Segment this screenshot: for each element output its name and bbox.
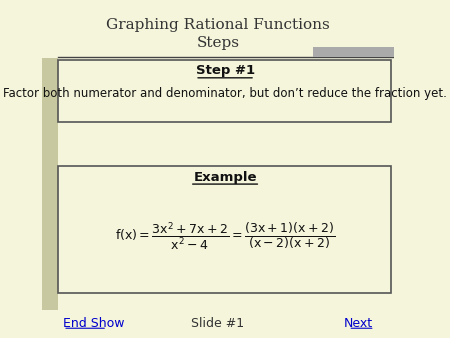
Text: Example: Example	[194, 171, 257, 184]
Text: Next: Next	[344, 317, 373, 330]
FancyBboxPatch shape	[58, 166, 391, 293]
Text: Factor both numerator and denominator, but don’t reduce the fraction yet.: Factor both numerator and denominator, b…	[3, 87, 447, 100]
FancyBboxPatch shape	[42, 58, 58, 310]
Text: Graphing Rational Functions: Graphing Rational Functions	[106, 18, 330, 32]
Text: Step #1: Step #1	[195, 64, 255, 77]
Text: End Show: End Show	[63, 317, 125, 330]
Text: Slide #1: Slide #1	[191, 317, 245, 330]
Text: $\mathsf{f(x)=\dfrac{3x^2+7x+2}{x^2-4}=\dfrac{(3x+1)(x+2)}{(x-2)(x+2)}}$: $\mathsf{f(x)=\dfrac{3x^2+7x+2}{x^2-4}=\…	[115, 220, 335, 252]
FancyBboxPatch shape	[58, 60, 391, 122]
FancyBboxPatch shape	[313, 47, 394, 57]
Text: Steps: Steps	[197, 36, 239, 50]
